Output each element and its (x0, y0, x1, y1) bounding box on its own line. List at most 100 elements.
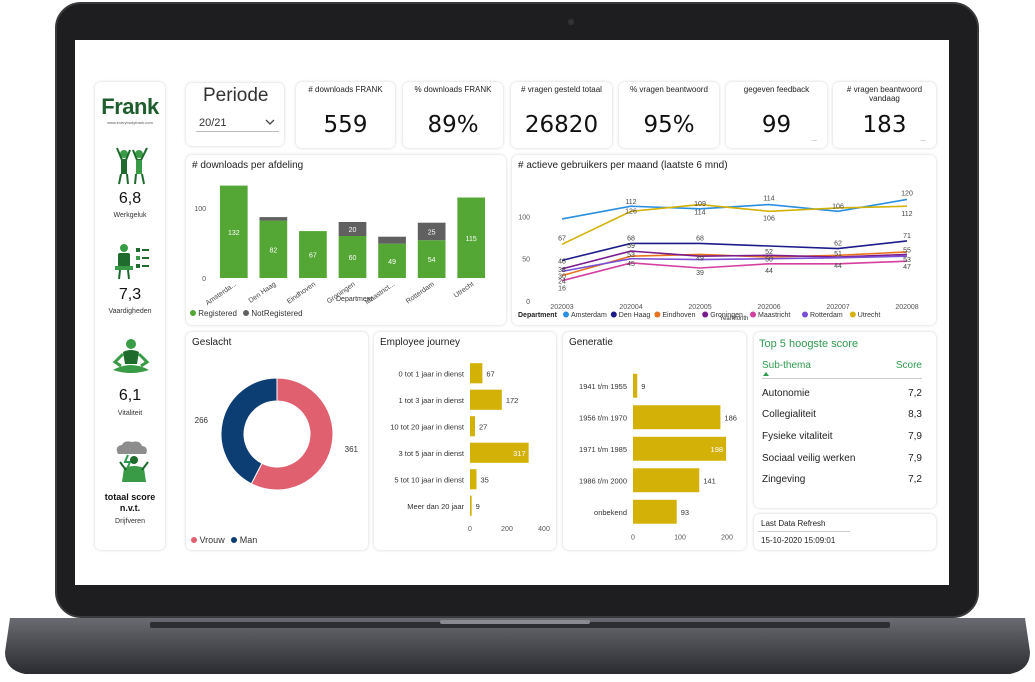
vitaliteit-label: Vitaliteit (117, 410, 143, 417)
legend-label: Amsterdam (571, 312, 607, 319)
data-label: 266 (195, 416, 209, 425)
subtheme-cell: Autonomie (762, 388, 810, 399)
bar (633, 468, 700, 493)
series-line (561, 250, 908, 270)
drijfveren-label: Drijfveren (115, 518, 145, 525)
top5-header-divider (762, 378, 922, 379)
kpi-value: 99 (761, 112, 792, 138)
kpi-title: % downloads FRANK (414, 85, 492, 94)
bar-registered (378, 243, 406, 278)
logo-url: www.everybodyfrank.com (107, 120, 153, 125)
data-label: 114 (694, 210, 705, 217)
y-tick-label: 100 (518, 214, 530, 221)
kpi-card: % downloads FRANK 89% (403, 82, 503, 148)
top5-col-score[interactable]: Score (895, 360, 922, 371)
data-label: 9 (641, 382, 645, 391)
periode-dropdown[interactable]: 20/21 (196, 114, 279, 132)
x-tick-label: 202008 (895, 304, 918, 311)
legend-swatch (849, 311, 856, 318)
legend-label: Eindhoven (662, 312, 695, 319)
slice-vrouw (250, 377, 334, 491)
y-tick-label: 3 tot 5 jaar in dienst (399, 449, 465, 458)
bar-registered (457, 197, 486, 278)
y-tick-label: 1986 t/m 2000 (579, 476, 627, 485)
downloads-bar-chart: 0 100 132 Amsterda... 82 Den Haag 67 Eindhoven 6… (194, 185, 486, 307)
data-label: 93 (681, 508, 689, 517)
data-label: 68 (696, 235, 704, 242)
top5-col-label[interactable]: Sub-thema (762, 360, 811, 371)
legend-swatch-man (231, 537, 238, 543)
periode-slicer[interactable]: Periode 20/21 (186, 83, 284, 146)
data-label: 25 (428, 229, 436, 236)
data-label: 172 (506, 396, 519, 405)
generation-bar-chart: 1941 t/m 1955 9 1956 t/m 1970 186 1971 t/m 1… (579, 373, 737, 542)
data-label: 112 (625, 199, 636, 206)
legend-swatch (750, 311, 756, 318)
laptop-base (5, 618, 1030, 674)
data-label: 35 (480, 475, 488, 484)
data-label: 62 (834, 241, 842, 248)
score-cell: 7,9 (908, 431, 922, 442)
journey-chart-panel: Employee journey 0 tot 1 jaar in dienst 6… (374, 332, 556, 550)
downloads-xlabel: Department (336, 296, 373, 303)
series-line (561, 255, 908, 273)
x-tick-label: 202003 (550, 304, 573, 311)
y-tick-label: onbekend (594, 508, 627, 517)
kpi-title: # vragen gesteld totaal (521, 85, 602, 94)
x-tick-label: Eindhoven (286, 281, 317, 306)
sort-arrow-icon (763, 372, 769, 376)
y-tick-label: 1941 t/m 1955 (579, 382, 627, 391)
drijfveren-value: totaal score n.v.t. (104, 492, 156, 513)
person-storm-cloud-icon (116, 441, 149, 482)
data-label: 59 (627, 243, 635, 250)
score-cell: 8,3 (908, 409, 922, 420)
table-row: Sociaal veilig werken 7,9 (762, 453, 922, 467)
data-label: 53 (627, 252, 635, 259)
logo-wordmark: Frank (101, 94, 159, 119)
kpi-card: # downloads FRANK 559 (296, 82, 395, 148)
legend-label: Utrecht (858, 312, 881, 319)
data-label: 45 (627, 261, 635, 268)
bar (470, 389, 502, 410)
x-tick-label: Den Haag (248, 281, 278, 305)
top5-panel: Top 5 hoogste score Sub-thema Score Auto… (754, 332, 936, 508)
kpi-value: 559 (323, 112, 368, 138)
y-tick-label: Meer dan 20 jaar (407, 502, 464, 511)
kpi-sub: ... (811, 136, 817, 143)
frank-logo: Frank www.everybodyfrank.com (99, 94, 161, 125)
legend-label: Rotterdam (810, 312, 843, 319)
subtheme-cell: Zingeving (762, 474, 806, 485)
data-label: 317 (513, 449, 526, 458)
data-label: 30 (558, 274, 566, 281)
data-label: 24 (558, 279, 566, 286)
bar-registered (417, 240, 446, 278)
bar (470, 469, 477, 490)
series-line (561, 203, 908, 246)
data-label: 126 (625, 208, 637, 215)
journey-chart-title: Employee journey (380, 337, 461, 348)
slice-man (220, 377, 278, 485)
refresh-value: 15-10-2020 15:09:01 (761, 536, 836, 545)
chevron-down-icon (265, 119, 275, 125)
legend-swatch-vrouw (191, 537, 197, 543)
subtheme-cell: Sociaal veilig werken (762, 453, 856, 464)
table-row: Fysieke vitaliteit 7,9 (762, 431, 922, 445)
legend-label: Den Haag (619, 312, 651, 319)
bar (470, 416, 475, 437)
data-label: 39 (696, 270, 704, 277)
periode-selected: 20/21 (199, 117, 227, 129)
y-tick-label: 1971 t/m 1985 (579, 445, 627, 454)
x-tick-label: 202007 (826, 304, 849, 311)
legend-label: Maastricht (758, 312, 790, 319)
data-label: 16 (558, 285, 566, 292)
bar-registered (338, 236, 367, 278)
refresh-divider (758, 531, 850, 532)
bar (633, 405, 721, 430)
x-tick-label: 202005 (688, 304, 711, 311)
gender-chart-title: Geslacht (192, 337, 232, 348)
legend-swatch (610, 311, 617, 318)
data-label: 71 (903, 233, 911, 240)
bar (470, 495, 472, 516)
refresh-panel: Last Data Refresh 15-10-2020 15:09:01 (754, 514, 936, 550)
bar (633, 436, 727, 461)
